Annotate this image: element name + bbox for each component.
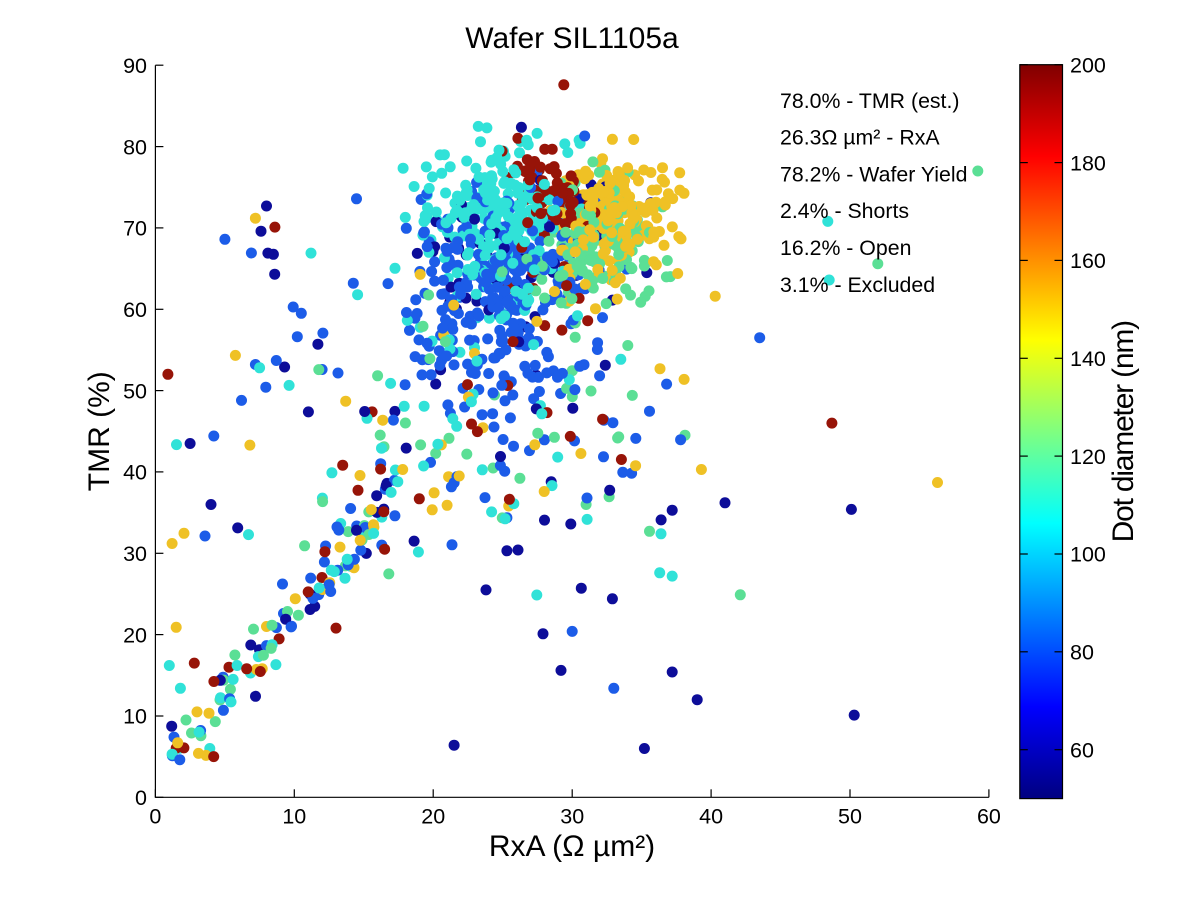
svg-text:10: 10 — [123, 705, 147, 729]
svg-text:40: 40 — [699, 805, 723, 829]
svg-text:10: 10 — [282, 805, 306, 829]
svg-text:Dot diameter (nm): Dot diameter (nm) — [1107, 321, 1140, 543]
svg-text:50: 50 — [838, 805, 862, 829]
svg-text:120: 120 — [1070, 445, 1106, 469]
svg-text:90: 90 — [123, 54, 147, 78]
svg-text:20: 20 — [123, 623, 147, 647]
svg-text:80: 80 — [1070, 641, 1094, 665]
svg-text:100: 100 — [1070, 543, 1106, 567]
svg-text:60: 60 — [123, 298, 147, 322]
svg-text:30: 30 — [123, 542, 147, 566]
svg-text:0: 0 — [149, 805, 161, 829]
svg-text:140: 140 — [1070, 347, 1106, 371]
svg-text:60: 60 — [977, 805, 1001, 829]
svg-text:2.4% - Shorts: 2.4% - Shorts — [780, 199, 909, 223]
svg-text:50: 50 — [123, 379, 147, 403]
svg-text:180: 180 — [1070, 151, 1106, 175]
svg-text:80: 80 — [123, 135, 147, 159]
svg-text:200: 200 — [1070, 53, 1106, 77]
svg-text:70: 70 — [123, 217, 147, 241]
svg-text:TMR (%): TMR (%) — [83, 371, 116, 491]
svg-text:20: 20 — [421, 805, 445, 829]
svg-text:78.2% - Wafer Yield: 78.2% - Wafer Yield — [780, 162, 967, 186]
svg-text:60: 60 — [1070, 738, 1094, 762]
svg-text:160: 160 — [1070, 249, 1106, 273]
svg-text:16.2% - Open: 16.2% - Open — [780, 236, 911, 260]
svg-text:30: 30 — [560, 805, 584, 829]
svg-text:Wafer SIL1105a: Wafer SIL1105a — [465, 22, 679, 55]
svg-text:RxA (Ω µm²): RxA (Ω µm²) — [489, 830, 655, 863]
svg-text:3.1% - Excluded: 3.1% - Excluded — [780, 273, 935, 297]
svg-text:26.3Ω µm² - RxA: 26.3Ω µm² - RxA — [780, 126, 940, 150]
svg-text:0: 0 — [135, 786, 147, 810]
svg-text:78.0% - TMR (est.): 78.0% - TMR (est.) — [780, 89, 960, 113]
svg-text:40: 40 — [123, 461, 147, 485]
